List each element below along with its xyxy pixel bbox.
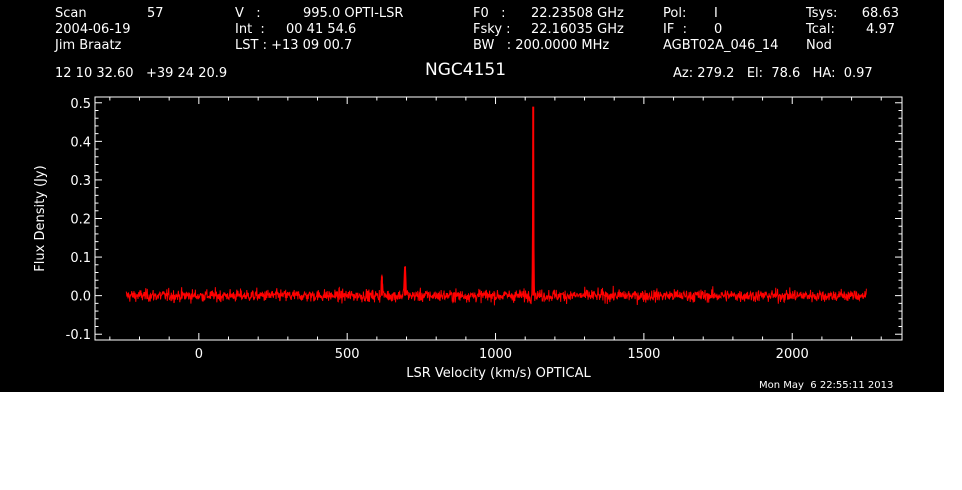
switching-mode: Nod xyxy=(806,38,832,53)
polarization-label: Pol: xyxy=(663,6,687,21)
bandwidth-value: BW : 200.0000 MHz xyxy=(473,38,610,53)
x-tick-label: 500 xyxy=(335,347,360,362)
tsys-label: Tsys: xyxy=(806,6,838,21)
plot-frame xyxy=(94,96,903,341)
observer-name: Jim Braatz xyxy=(55,38,122,53)
integration-value: 00 41 54.6 xyxy=(286,22,357,37)
sky-frequency-label: Fsky : xyxy=(473,22,511,37)
polarization-value: I xyxy=(714,6,718,21)
if-label: IF : xyxy=(663,22,687,37)
rest-frequency-value: 22.23508 GHz xyxy=(531,6,624,21)
tcal-label: Tcal: xyxy=(806,22,835,37)
if-value: 0 xyxy=(714,22,723,37)
plot-timestamp: Mon May 6 22:55:11 2013 xyxy=(759,380,894,391)
tsys-value: 68.63 xyxy=(861,6,899,21)
velocity-value: 995.0 OPTI-LSR xyxy=(303,6,404,21)
az-el-ha: Az: 279.2 El: 78.6 HA: 0.97 xyxy=(673,66,873,81)
lst-value: LST : +13 09 00.7 xyxy=(235,38,353,53)
observation-date: 2004-06-19 xyxy=(55,22,131,37)
scan-label: Scan xyxy=(55,6,87,21)
scan-number: 57 xyxy=(147,6,164,21)
x-axis-label: LSR Velocity (km/s) OPTICAL xyxy=(406,366,591,381)
y-tick-label: 0.0 xyxy=(70,290,91,305)
y-axis-label: Flux Density (Jy) xyxy=(33,165,48,271)
y-tick-label: 0.5 xyxy=(70,97,91,112)
x-tick-label: 0 xyxy=(195,347,203,362)
source-name: NGC4151 xyxy=(425,60,507,80)
rest-frequency-label: F0 : xyxy=(473,6,506,21)
x-tick-label: 1000 xyxy=(479,347,512,362)
y-tick-label: 0.3 xyxy=(70,174,91,189)
y-tick-label: -0.1 xyxy=(66,328,91,343)
y-tick-label: 0.4 xyxy=(70,135,91,150)
integration-label: Int : xyxy=(235,22,265,37)
project-id: AGBT02A_046_14 xyxy=(663,38,779,53)
x-tick-label: 2000 xyxy=(776,347,809,362)
source-coordinates: 12 10 32.60 +39 24 20.9 xyxy=(55,66,228,81)
spectrum-line xyxy=(125,110,867,306)
y-tick-label: 0.2 xyxy=(70,213,91,228)
y-tick-label: 0.1 xyxy=(70,251,91,266)
sky-frequency-value: 22.16035 GHz xyxy=(531,22,624,37)
spectrum-chart: 0 500 1000 1500 2000 -0.1 0.0 0.1 0.2 0.3 0.4 0.5 LS… xyxy=(33,96,903,381)
velocity-label: V : xyxy=(235,6,261,21)
tcal-value: 4.97 xyxy=(866,22,895,37)
spectrum-plot-window: Scan 57 2004-06-19 Jim Braatz V : 995.0 … xyxy=(0,0,944,392)
x-tick-label: 1500 xyxy=(627,347,660,362)
